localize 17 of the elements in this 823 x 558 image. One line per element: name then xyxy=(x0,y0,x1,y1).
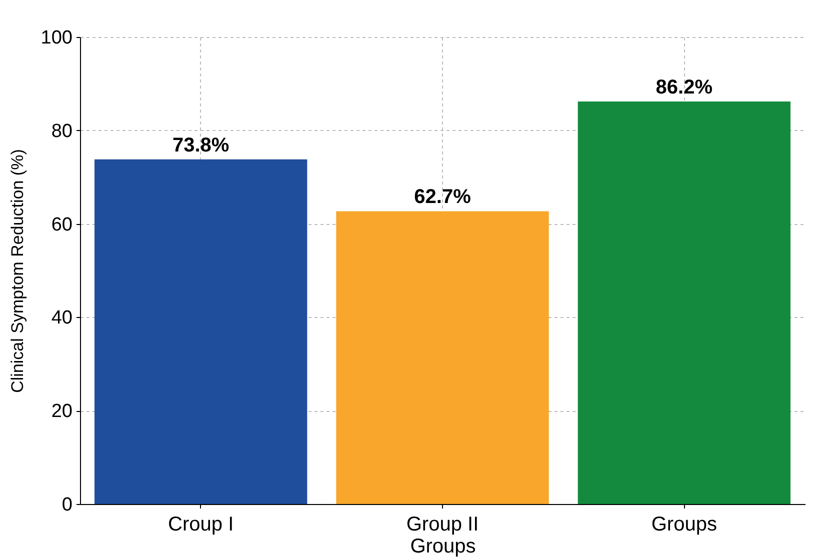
x-axis-title: Groups xyxy=(410,536,476,558)
bar xyxy=(578,101,790,504)
x-tick-label: Group II xyxy=(406,514,479,536)
x-tick-label: Groups xyxy=(651,514,717,536)
y-tick-label: 60 xyxy=(51,214,72,236)
data-label: 86.2% xyxy=(656,76,713,98)
y-tick-label: 40 xyxy=(51,308,72,329)
y-tick-label: 100 xyxy=(40,28,72,48)
y-tick-label: 20 xyxy=(51,401,72,422)
y-tick-label: 80 xyxy=(51,120,72,142)
y-axis-title: Clinical Symptom Reduction (%) xyxy=(8,149,27,393)
y-tick-label: 0 xyxy=(62,494,72,516)
bar xyxy=(336,211,549,504)
bar xyxy=(94,159,308,504)
x-tick-label: Croup I xyxy=(168,514,234,536)
data-label: 73.8% xyxy=(172,134,230,156)
data-label: 62.7% xyxy=(414,186,472,208)
